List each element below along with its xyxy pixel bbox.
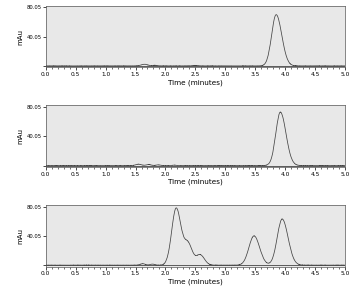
Y-axis label: mAu: mAu <box>18 228 24 244</box>
X-axis label: Time (minutes): Time (minutes) <box>168 79 223 86</box>
Y-axis label: mAu: mAu <box>18 29 24 45</box>
Y-axis label: mAu: mAu <box>18 128 24 144</box>
X-axis label: Time (minutes): Time (minutes) <box>168 279 223 285</box>
X-axis label: Time (minutes): Time (minutes) <box>168 179 223 185</box>
